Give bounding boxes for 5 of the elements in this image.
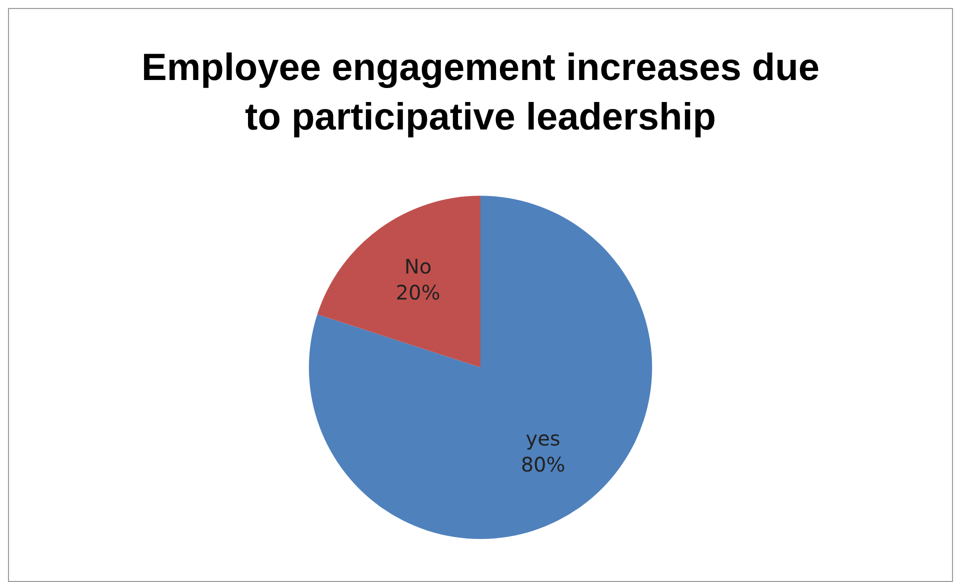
data-label: 20%	[396, 280, 440, 305]
slice-label: yes	[526, 426, 560, 451]
slice-label: No	[404, 254, 432, 279]
data-label: 80%	[520, 452, 566, 477]
chart-title: Employee engagement increases due to participative leadership	[142, 47, 820, 139]
